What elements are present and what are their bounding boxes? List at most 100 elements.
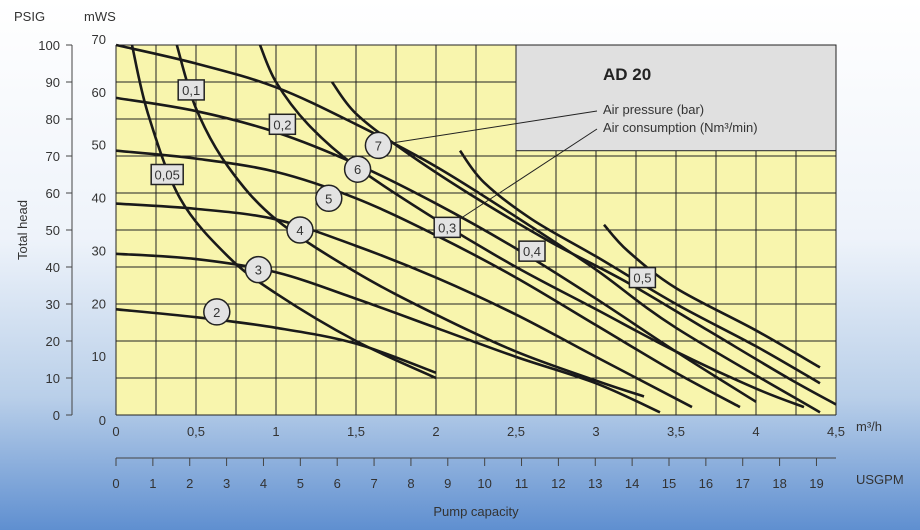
mws-tick-label: 60	[92, 85, 106, 100]
pressure-badge	[343, 155, 372, 183]
consumption-curve	[603, 223, 821, 369]
x-tick-label: 3	[592, 424, 599, 439]
legend-background	[515, 44, 837, 152]
x-tick-label: 0,5	[187, 424, 205, 439]
consumption-curve	[458, 149, 821, 385]
legend-consumption-label: Air consumption (Nm³/min)	[603, 120, 758, 135]
consumption-badge-label: 0,2	[273, 117, 291, 132]
x-tick-label: 3,5	[667, 424, 685, 439]
pressure-badge-label: 2	[213, 305, 220, 320]
pressure-badge	[315, 184, 343, 213]
pressure-badge	[364, 131, 393, 160]
x-axis-title: Pump capacity	[433, 504, 519, 519]
pressure-badge-label: 4	[296, 223, 303, 238]
usgpm-tick-label: 14	[625, 476, 639, 491]
pressure-curve	[115, 202, 693, 409]
pressure-badge	[286, 216, 314, 244]
usgpm-tick-label: 11	[515, 476, 529, 491]
consumption-curve	[130, 44, 437, 380]
psig-tick-label: 60	[46, 186, 60, 201]
psig-unit-label: PSIG	[14, 9, 45, 24]
legend-leader-consumption	[458, 128, 598, 220]
x-unit-label: m³/h	[856, 419, 882, 434]
consumption-badge	[150, 163, 184, 186]
psig-tick-label: 30	[46, 297, 60, 312]
mws-tick-label: 50	[92, 138, 106, 153]
usgpm-tick-label: 17	[735, 476, 749, 491]
usgpm-tick-label: 18	[772, 476, 786, 491]
pressure-curve	[115, 307, 437, 374]
x-tick-label: 4	[752, 424, 759, 439]
mws-tick-label: 20	[92, 296, 106, 311]
consumption-badge	[628, 266, 657, 289]
usgpm-tick-label: 4	[260, 476, 267, 491]
pressure-badge-label: 3	[255, 263, 262, 278]
mws-tick-label: 0	[99, 413, 106, 428]
x-tick-label: 2	[432, 424, 439, 439]
consumption-badge	[433, 216, 461, 239]
pressure-badge	[244, 255, 273, 284]
pressure-curve	[115, 43, 821, 414]
x-tick-label: 0	[112, 424, 119, 439]
psig-tick-label: 70	[46, 149, 60, 164]
usgpm-tick-label: 13	[588, 476, 602, 491]
psig-tick-label: 100	[38, 38, 60, 53]
usgpm-tick-label: 7	[370, 476, 377, 491]
legend-box: AD 20 Air pressure (bar) Air consumption…	[515, 44, 837, 152]
usgpm-tick-label: 0	[112, 476, 119, 491]
legend-leader-pressure	[389, 110, 598, 144]
usgpm-tick-label: 6	[334, 476, 341, 491]
mws-tick-label: 70	[92, 32, 106, 47]
chart-title: AD 20	[603, 65, 651, 84]
psig-tick-label: 40	[46, 260, 60, 275]
pressure-curve	[115, 96, 757, 403]
consumption-badge-label: 0,4	[523, 244, 541, 259]
x-tick-label: 2,5	[507, 424, 525, 439]
consumption-badge	[177, 79, 205, 101]
pressure-curve	[115, 252, 661, 414]
usgpm-tick-label: 15	[662, 476, 676, 491]
mws-tick-label: 30	[92, 243, 106, 258]
usgpm-tick-label: 1	[149, 476, 156, 491]
usgpm-tick-label: 5	[297, 476, 304, 491]
consumption-badge	[268, 113, 297, 136]
usgpm-tick-label: 10	[477, 476, 491, 491]
consumption-badge	[518, 240, 546, 262]
y-axis-title: Total head	[15, 200, 30, 260]
mws-tick-label: 10	[92, 349, 106, 364]
legend-pressure-label: Air pressure (bar)	[603, 102, 704, 117]
usgpm-tick-label: 16	[699, 476, 713, 491]
pressure-badge-label: 7	[375, 138, 382, 153]
x-tick-label: 1	[272, 424, 279, 439]
psig-tick-label: 0	[53, 408, 60, 423]
consumption-badge-label: 0,5	[633, 271, 651, 286]
usgpm-tick-label: 3	[223, 476, 230, 491]
pressure-badge	[203, 298, 231, 326]
consumption-curve	[258, 44, 805, 409]
x2-unit-label: USGPM	[856, 472, 904, 487]
usgpm-tick-label: 19	[809, 476, 823, 491]
consumption-badge-label: 0,3	[438, 220, 456, 235]
consumption-curve	[330, 81, 837, 406]
consumption-badge-label: 0,1	[182, 83, 200, 98]
curves: 2 3 4 5 67 0,05 0,1 0,2 0,3 0,4 0,5	[115, 43, 837, 414]
consumption-badge-label: 0,05	[155, 168, 180, 183]
psig-tick-label: 80	[46, 112, 60, 127]
usgpm-tick-label: 8	[407, 476, 414, 491]
psig-tick-label: 20	[46, 334, 60, 349]
psig-tick-label: 10	[46, 371, 60, 386]
usgpm-tick-label: 12	[551, 476, 565, 491]
psig-tick-label: 90	[46, 75, 60, 90]
pressure-badge-label: 5	[325, 191, 332, 206]
usgpm-tick-label: 2	[186, 476, 193, 491]
mws-tick-label: 40	[92, 191, 106, 206]
mws-unit-label: mWS	[84, 9, 116, 24]
x-tick-label: 1,5	[347, 424, 365, 439]
pressure-badge-label: 6	[354, 162, 361, 177]
consumption-curve	[175, 44, 645, 398]
x-tick-label: 4,5	[827, 424, 845, 439]
usgpm-tick-label: 9	[444, 476, 451, 491]
psig-tick-label: 50	[46, 223, 60, 238]
